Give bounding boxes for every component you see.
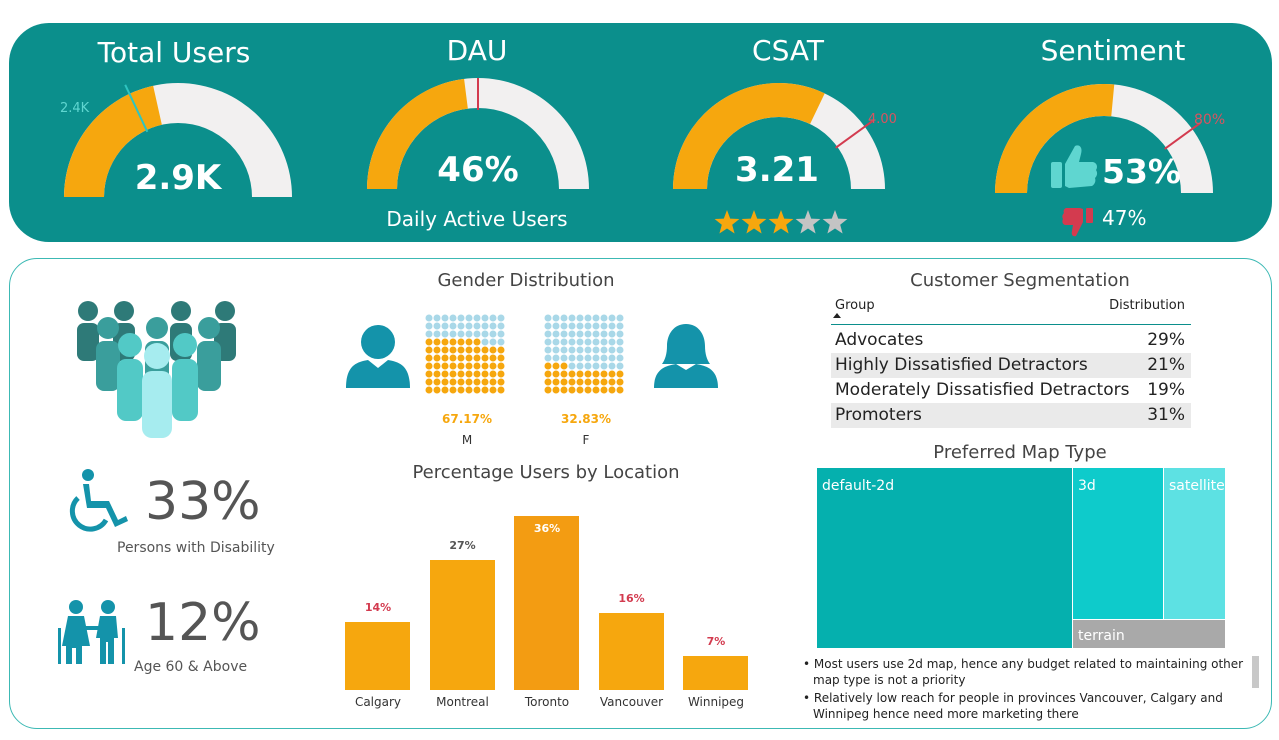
male-percent: 67.17% <box>442 412 492 426</box>
category-label: Toronto <box>524 695 570 709</box>
category-label: Calgary <box>354 695 402 709</box>
category-label: Vancouver <box>599 695 664 709</box>
star-icon <box>714 210 740 234</box>
insight-notes: • Most users use 2d map, hence any budge… <box>803 656 1248 722</box>
sentiment-title: Sentiment <box>1040 34 1186 67</box>
treemap-satellite[interactable]: satellite <box>1164 468 1225 619</box>
category-label: Winnipeg <box>687 695 745 709</box>
thumbs-down-icon <box>1062 208 1093 237</box>
disability-percent: 33% <box>145 472 261 532</box>
dau-value: 46% <box>437 150 519 190</box>
senior-label: Age 60 & Above <box>134 659 248 675</box>
female-icon <box>654 324 718 388</box>
total-users-title: Total Users <box>97 36 251 69</box>
senior-percent: 12% <box>145 593 261 653</box>
sentiment-gauge <box>995 84 1213 193</box>
csat-target-label: 4.00 <box>868 112 897 127</box>
bar-calgary[interactable] <box>345 622 410 690</box>
male-waffle-chart <box>425 314 505 394</box>
male-icon <box>346 325 410 388</box>
distribution-column-header[interactable]: Distribution <box>1109 298 1185 313</box>
total-users-value: 2.9K <box>134 158 222 198</box>
star-icon <box>795 210 821 234</box>
disability-label: Persons with Disability <box>117 540 275 556</box>
segmentation-table: Group Distribution Advocates 29% Highly D… <box>831 298 1191 428</box>
female-waffle-chart <box>544 314 624 394</box>
map-type-title: Preferred Map Type <box>933 442 1107 463</box>
people-group-icon <box>77 301 236 438</box>
bar-value-label: 7% <box>706 635 726 649</box>
table-row[interactable]: Advocates 29% <box>835 330 1185 350</box>
csat-title: CSAT <box>752 34 824 67</box>
csat-gauge <box>673 83 885 189</box>
dau-title: DAU <box>446 34 508 67</box>
female-percent: 32.83% <box>561 412 611 426</box>
bar-montreal[interactable] <box>429 559 495 690</box>
group-column-header[interactable]: Group <box>835 298 875 313</box>
treemap-3d[interactable]: 3d <box>1073 468 1163 619</box>
thumbs-up-icon <box>1051 145 1098 188</box>
csat-value: 3.21 <box>735 150 819 190</box>
bar-winnipeg[interactable] <box>683 656 748 690</box>
star-icon <box>822 210 848 234</box>
table-row[interactable]: Moderately Dissatisfied Detractors 19% <box>835 380 1185 400</box>
gender-title: Gender Distribution <box>437 270 615 291</box>
treemap-terrain[interactable]: terrain <box>1073 620 1225 648</box>
csat-star-rating <box>713 208 853 242</box>
bar-value-label: 36% <box>533 522 561 535</box>
bar-value-label: 27% <box>449 538 476 552</box>
dau-gauge <box>367 78 589 189</box>
category-label: Montreal <box>436 695 489 709</box>
sentiment-target-label: 80% <box>1194 112 1226 128</box>
female-label: F <box>582 433 590 447</box>
star-icon <box>741 210 767 234</box>
table-row[interactable]: Highly Dissatisfied Detractors 21% <box>831 353 1191 378</box>
segmentation-header: Group Distribution <box>831 298 1191 325</box>
bar-value-label: 14% <box>364 601 392 615</box>
bar-value-label: 16% <box>618 591 645 605</box>
segmentation-title: Customer Segmentation <box>910 270 1130 291</box>
table-row[interactable]: Promoters 31% <box>831 403 1191 428</box>
location-chart-title: Percentage Users by Location <box>412 462 680 483</box>
wheelchair-icon <box>69 469 128 532</box>
sentiment-negative-value: 47% <box>1102 206 1147 230</box>
total-users-gauge <box>64 83 292 197</box>
note-item: • Most users use 2d map, hence any budge… <box>803 657 1244 687</box>
bar-toronto[interactable] <box>514 516 579 690</box>
star-icon <box>768 210 794 234</box>
note-item: • Relatively low reach for people in pro… <box>803 691 1223 721</box>
dau-subtitle: Daily Active Users <box>386 207 568 231</box>
bar-vancouver[interactable] <box>598 612 664 690</box>
sentiment-positive-value: 53% <box>1102 152 1181 191</box>
male-label: M <box>461 433 473 447</box>
elderly-couple-icon <box>58 600 125 664</box>
treemap-default-2d[interactable]: default-2d <box>817 468 1072 648</box>
notes-scrollbar[interactable] <box>1252 656 1259 688</box>
total-users-target-label: 2.4K <box>60 101 90 116</box>
sort-arrow-icon[interactable] <box>833 313 841 318</box>
